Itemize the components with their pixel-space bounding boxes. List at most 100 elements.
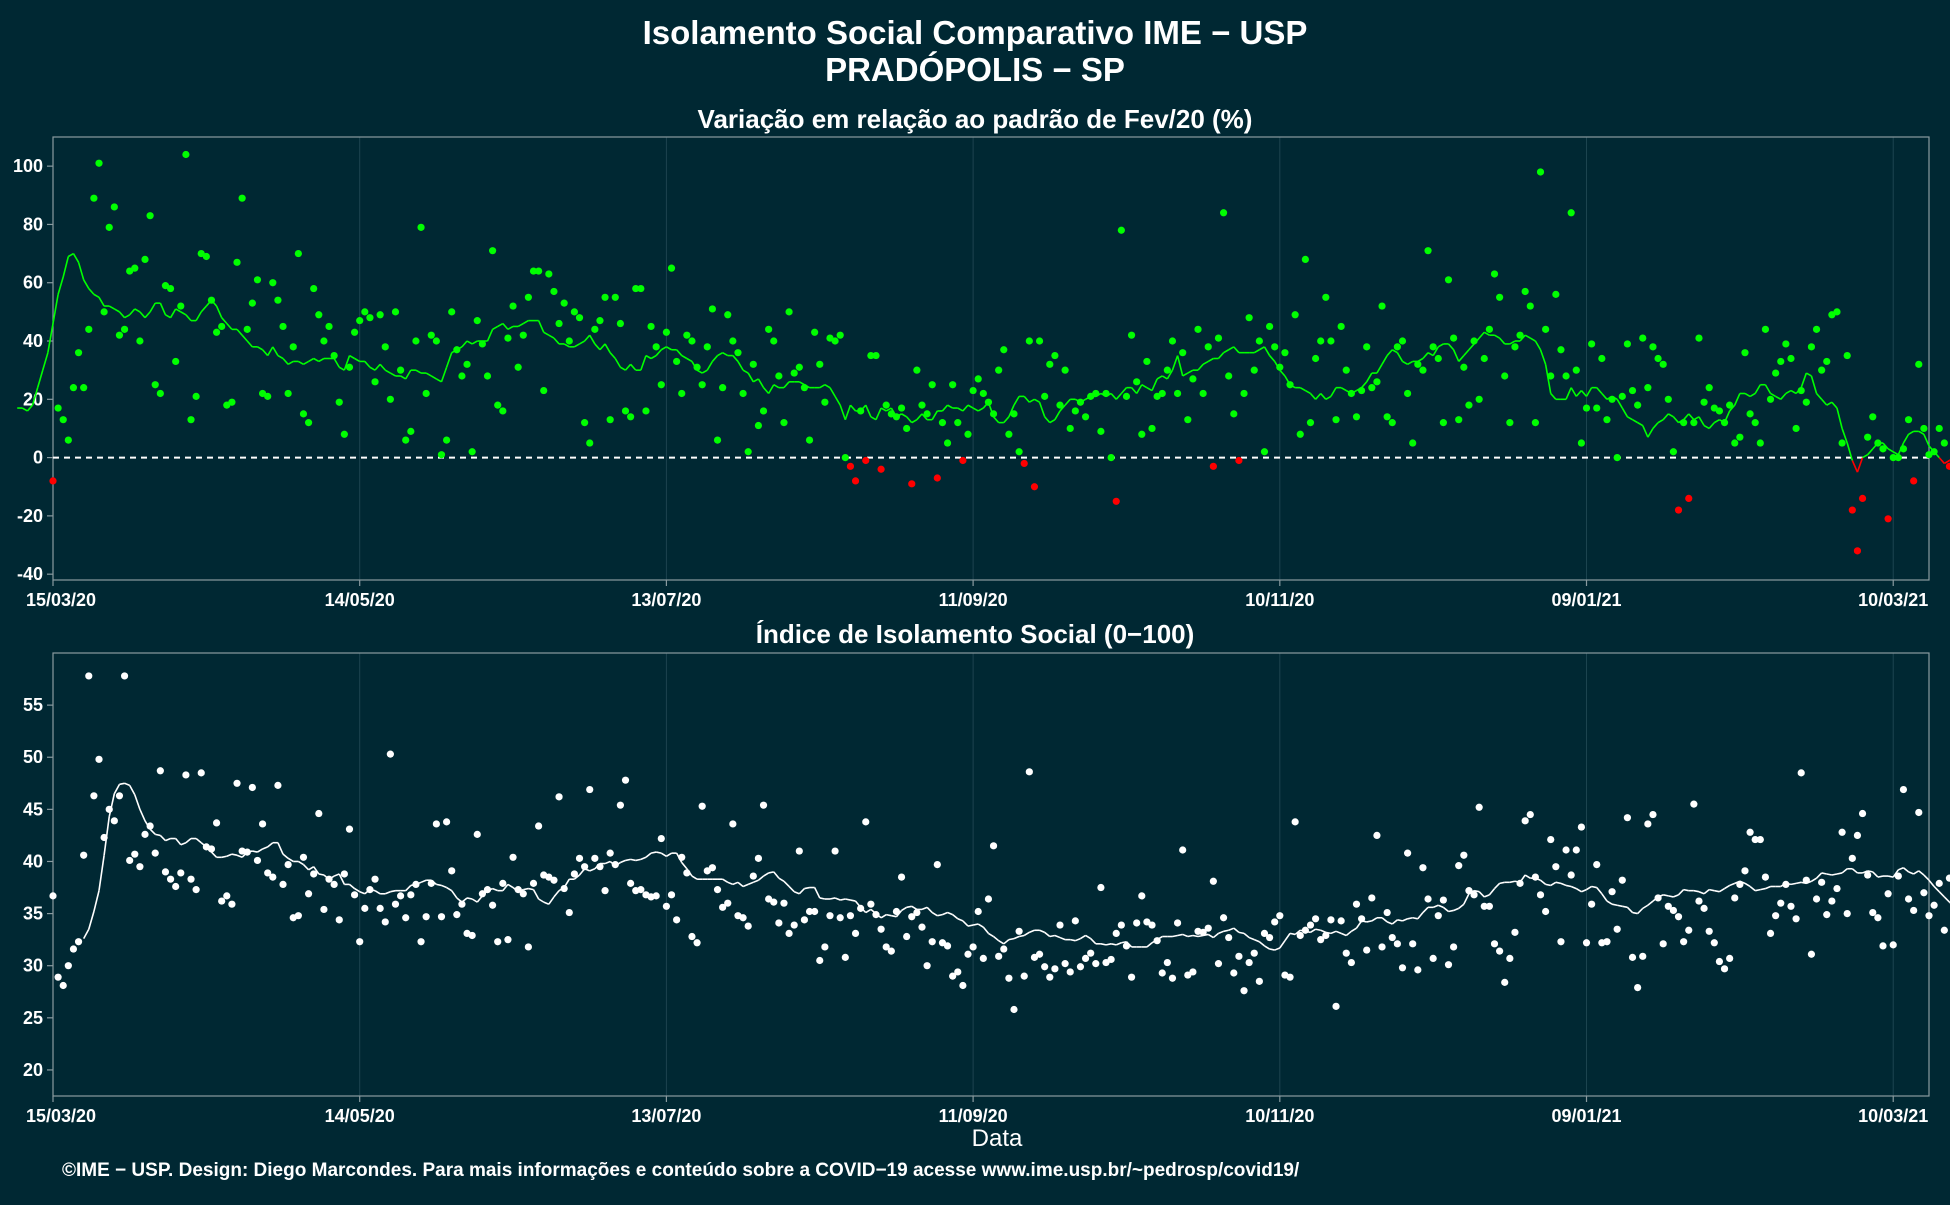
data-point [1634,983,1642,992]
moving-average-segment [379,363,386,371]
data-point [228,900,236,908]
moving-average-segment [1166,369,1174,380]
data-point [1705,384,1713,392]
moving-average-segment [1867,448,1874,456]
moving-average-segment [1846,442,1854,461]
moving-average-segment [885,407,892,412]
data-point [887,947,895,955]
moving-average-segment [1013,395,1020,406]
data-point [1076,963,1085,971]
moving-average-segment [1734,393,1741,406]
moving-average-segment [1642,904,1649,910]
data-point [166,284,175,293]
data-point [1547,835,1555,844]
moving-average-segment [169,308,177,319]
data-point [1812,895,1821,903]
moving-average-segment [1381,917,1388,923]
data-point [356,317,364,325]
x-tick-label: 15/03/20 [26,1106,96,1126]
moving-average-segment [1258,941,1265,947]
data-point [1945,874,1950,882]
moving-average-segment [1851,868,1858,874]
data-point [989,842,998,850]
data-point [1373,378,1381,386]
x-tick-label: 10/11/20 [1245,590,1314,610]
data-point [877,465,885,473]
data-point [269,279,277,287]
moving-average-segment [1544,364,1552,394]
data-point [243,848,251,856]
data-point [642,407,650,415]
moving-average-segment [624,363,632,371]
moving-average-segment [195,837,202,844]
data-point [785,308,793,316]
data-point [330,880,338,889]
data-point [1608,395,1616,403]
data-point [1168,337,1177,345]
data-point [1598,354,1606,363]
moving-average-segment [947,404,954,409]
data-point [489,901,497,909]
moving-average-segment [992,416,1000,424]
moving-average-segment [865,404,872,418]
data-point [1869,908,1877,917]
moving-average-segment [1882,442,1889,450]
data-point [310,870,318,878]
moving-average-segment [609,352,616,360]
moving-average-segment [436,883,442,887]
data-point [1531,419,1539,427]
data-point [1506,954,1514,963]
moving-average-segment [93,293,100,298]
moving-average-segment [1284,932,1291,942]
moving-average-segment [834,897,841,901]
moving-average-segment [829,387,836,397]
data-point [172,357,180,366]
moving-average-segment [1918,870,1925,876]
data-point [652,892,660,900]
moving-average-segment [1524,874,1531,879]
moving-average-segment [1192,934,1199,938]
moving-average-segment [1611,903,1618,907]
data-point [1240,389,1248,398]
moving-average-segment [287,857,294,863]
moving-average-segment [108,305,115,310]
data-point [1311,915,1320,923]
moving-average-segment [1121,940,1127,944]
data-point [1593,860,1601,869]
data-point [1306,921,1315,929]
data-point [1219,209,1228,217]
moving-average-segment [1218,930,1224,935]
moving-average-segment [1402,918,1408,922]
data-point [284,860,292,869]
moving-average-segment [405,884,412,892]
data-point [1874,914,1882,922]
data-point [1496,947,1504,955]
data-point [1465,887,1473,895]
moving-average-segment [747,372,754,383]
data-point [1818,878,1826,886]
data-point [1061,960,1069,968]
data-point [1674,913,1683,921]
moving-average-segment [972,407,979,412]
moving-average-segment [1902,433,1910,444]
data-point [463,360,471,368]
moving-average-segment [660,346,667,351]
data-point [1628,386,1637,395]
data-point [49,477,57,485]
moving-average-segment [297,360,304,366]
moving-average-segment [942,911,948,916]
moving-average-segment [1458,355,1465,362]
moving-average-segment [757,378,765,389]
moving-average-segment [1815,872,1823,879]
moving-average-segment [845,898,851,901]
moving-average-segment [620,366,626,371]
moving-average-segment [1391,919,1398,925]
moving-average-segment [252,850,258,853]
data-point [1567,871,1575,879]
moving-average-segment [1621,407,1629,418]
data-point [248,299,256,307]
data-point [1327,337,1335,345]
moving-average-segment [742,369,749,374]
moving-average-segment [901,413,908,418]
data-point [816,956,824,965]
